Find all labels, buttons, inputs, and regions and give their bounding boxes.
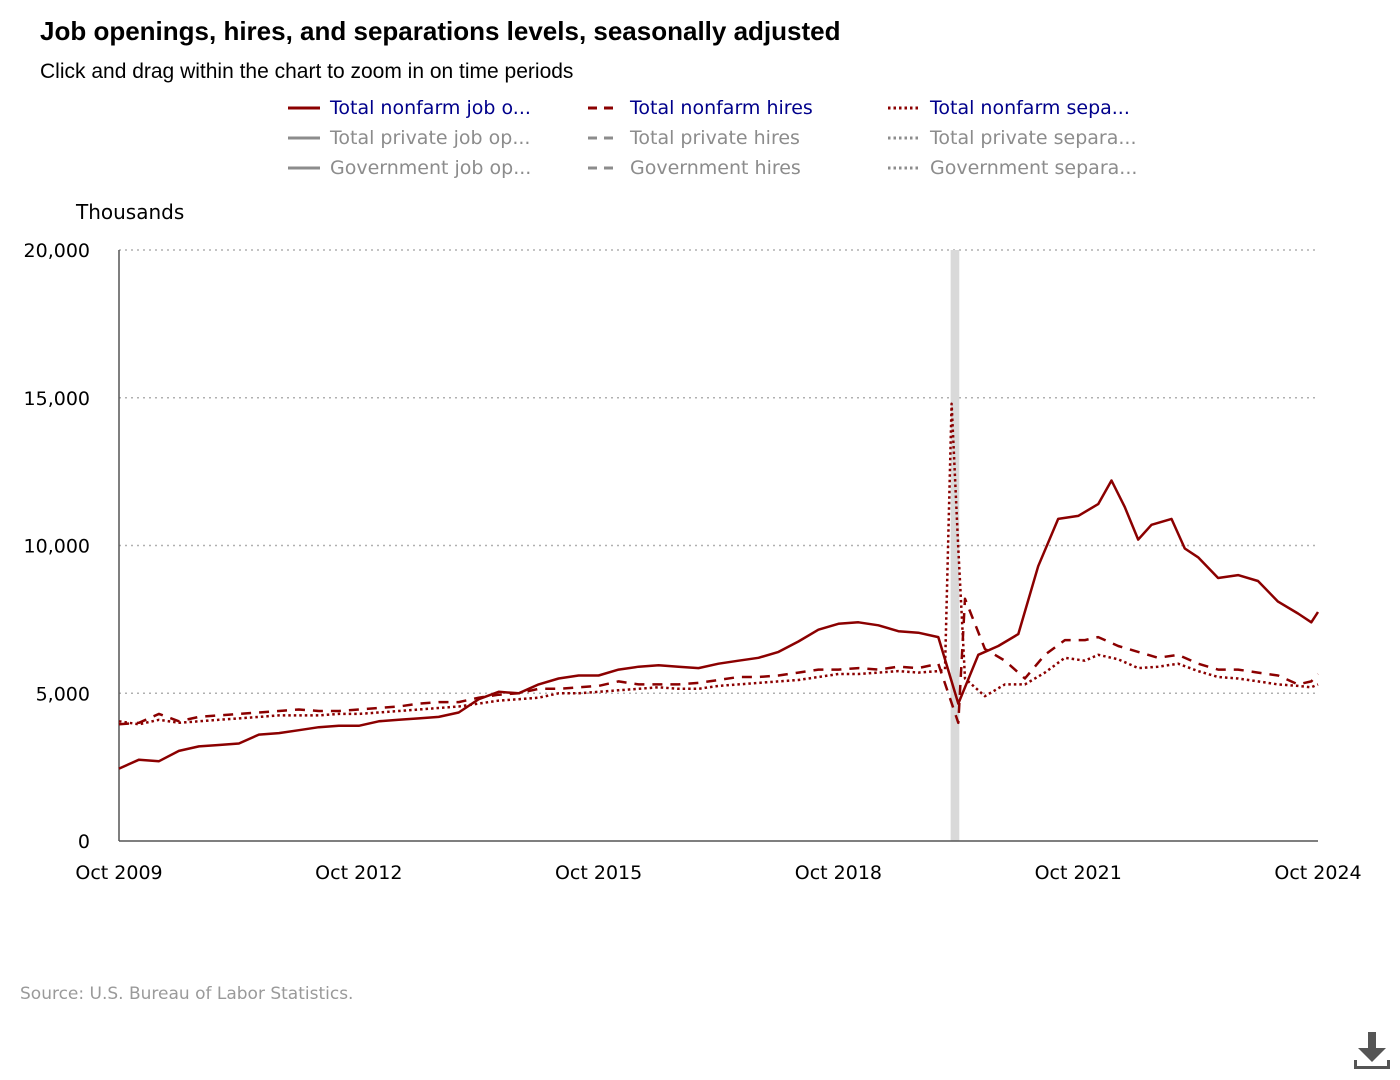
legend-item[interactable]: Total nonfarm sepa... <box>888 94 1130 122</box>
legend-label: Government hires <box>630 157 801 179</box>
y-tick-label: 20,000 <box>24 240 90 262</box>
chart-title: Job openings, hires, and separations lev… <box>40 16 841 46</box>
legend-item[interactable]: Total nonfarm job o... <box>288 94 531 122</box>
series-line <box>118 479 1320 770</box>
legend-label: Total nonfarm hires <box>630 97 813 119</box>
legend-label: Government job op... <box>330 157 532 179</box>
legend-line-swatch <box>588 106 620 110</box>
legend-line-swatch <box>588 136 620 140</box>
recession-band <box>950 250 960 841</box>
x-tick-label: Oct 2024 <box>1274 862 1361 884</box>
legend-label: Total nonfarm sepa... <box>930 97 1130 119</box>
download-icon[interactable] <box>1352 1030 1392 1072</box>
legend-line-swatch <box>888 136 920 140</box>
legend-label: Government separa... <box>930 157 1138 179</box>
y-tick-label: 5,000 <box>36 683 90 705</box>
legend-item[interactable]: Total private separa... <box>888 124 1137 152</box>
series-line <box>118 597 1319 726</box>
y-axis-title: Thousands <box>75 200 184 224</box>
legend-line-swatch <box>588 166 620 170</box>
x-tick-label: Oct 2012 <box>315 862 402 884</box>
legend-label: Total nonfarm job o... <box>330 97 531 119</box>
legend-line-swatch <box>888 166 920 170</box>
legend-item[interactable]: Government job op... <box>288 154 531 182</box>
series-line <box>118 402 1319 726</box>
y-tick-label: 15,000 <box>24 388 90 410</box>
source-note: Source: U.S. Bureau of Labor Statistics. <box>20 984 354 1004</box>
chart-subtitle: Click and drag within the chart to zoom … <box>40 60 574 83</box>
legend-label: Total private separa... <box>930 127 1137 149</box>
legend-label: Total private job op... <box>330 127 531 149</box>
legend-item[interactable]: Total nonfarm hires <box>588 94 813 122</box>
legend-label: Total private hires <box>630 127 800 149</box>
x-tick-label: Oct 2021 <box>1035 862 1122 884</box>
legend-item[interactable]: Total private job op... <box>288 124 530 152</box>
legend-item[interactable]: Government separa... <box>888 154 1137 182</box>
y-tick-label: 0 <box>78 831 90 853</box>
line-chart[interactable]: Thousands 0 5,000 10,000 15,000 20,000 Oct 200… <box>0 190 1400 910</box>
legend-line-swatch <box>288 106 320 110</box>
x-tick-label: Oct 2009 <box>75 862 162 884</box>
x-tick-label: Oct 2018 <box>795 862 882 884</box>
legend-line-swatch <box>888 106 920 110</box>
x-tick-label: Oct 2015 <box>555 862 642 884</box>
legend-line-swatch <box>288 166 320 170</box>
y-tick-label: 10,000 <box>24 536 90 558</box>
legend-line-swatch <box>288 136 320 140</box>
legend-item[interactable]: Total private hires <box>588 124 800 152</box>
legend-item[interactable]: Government hires <box>588 154 801 182</box>
